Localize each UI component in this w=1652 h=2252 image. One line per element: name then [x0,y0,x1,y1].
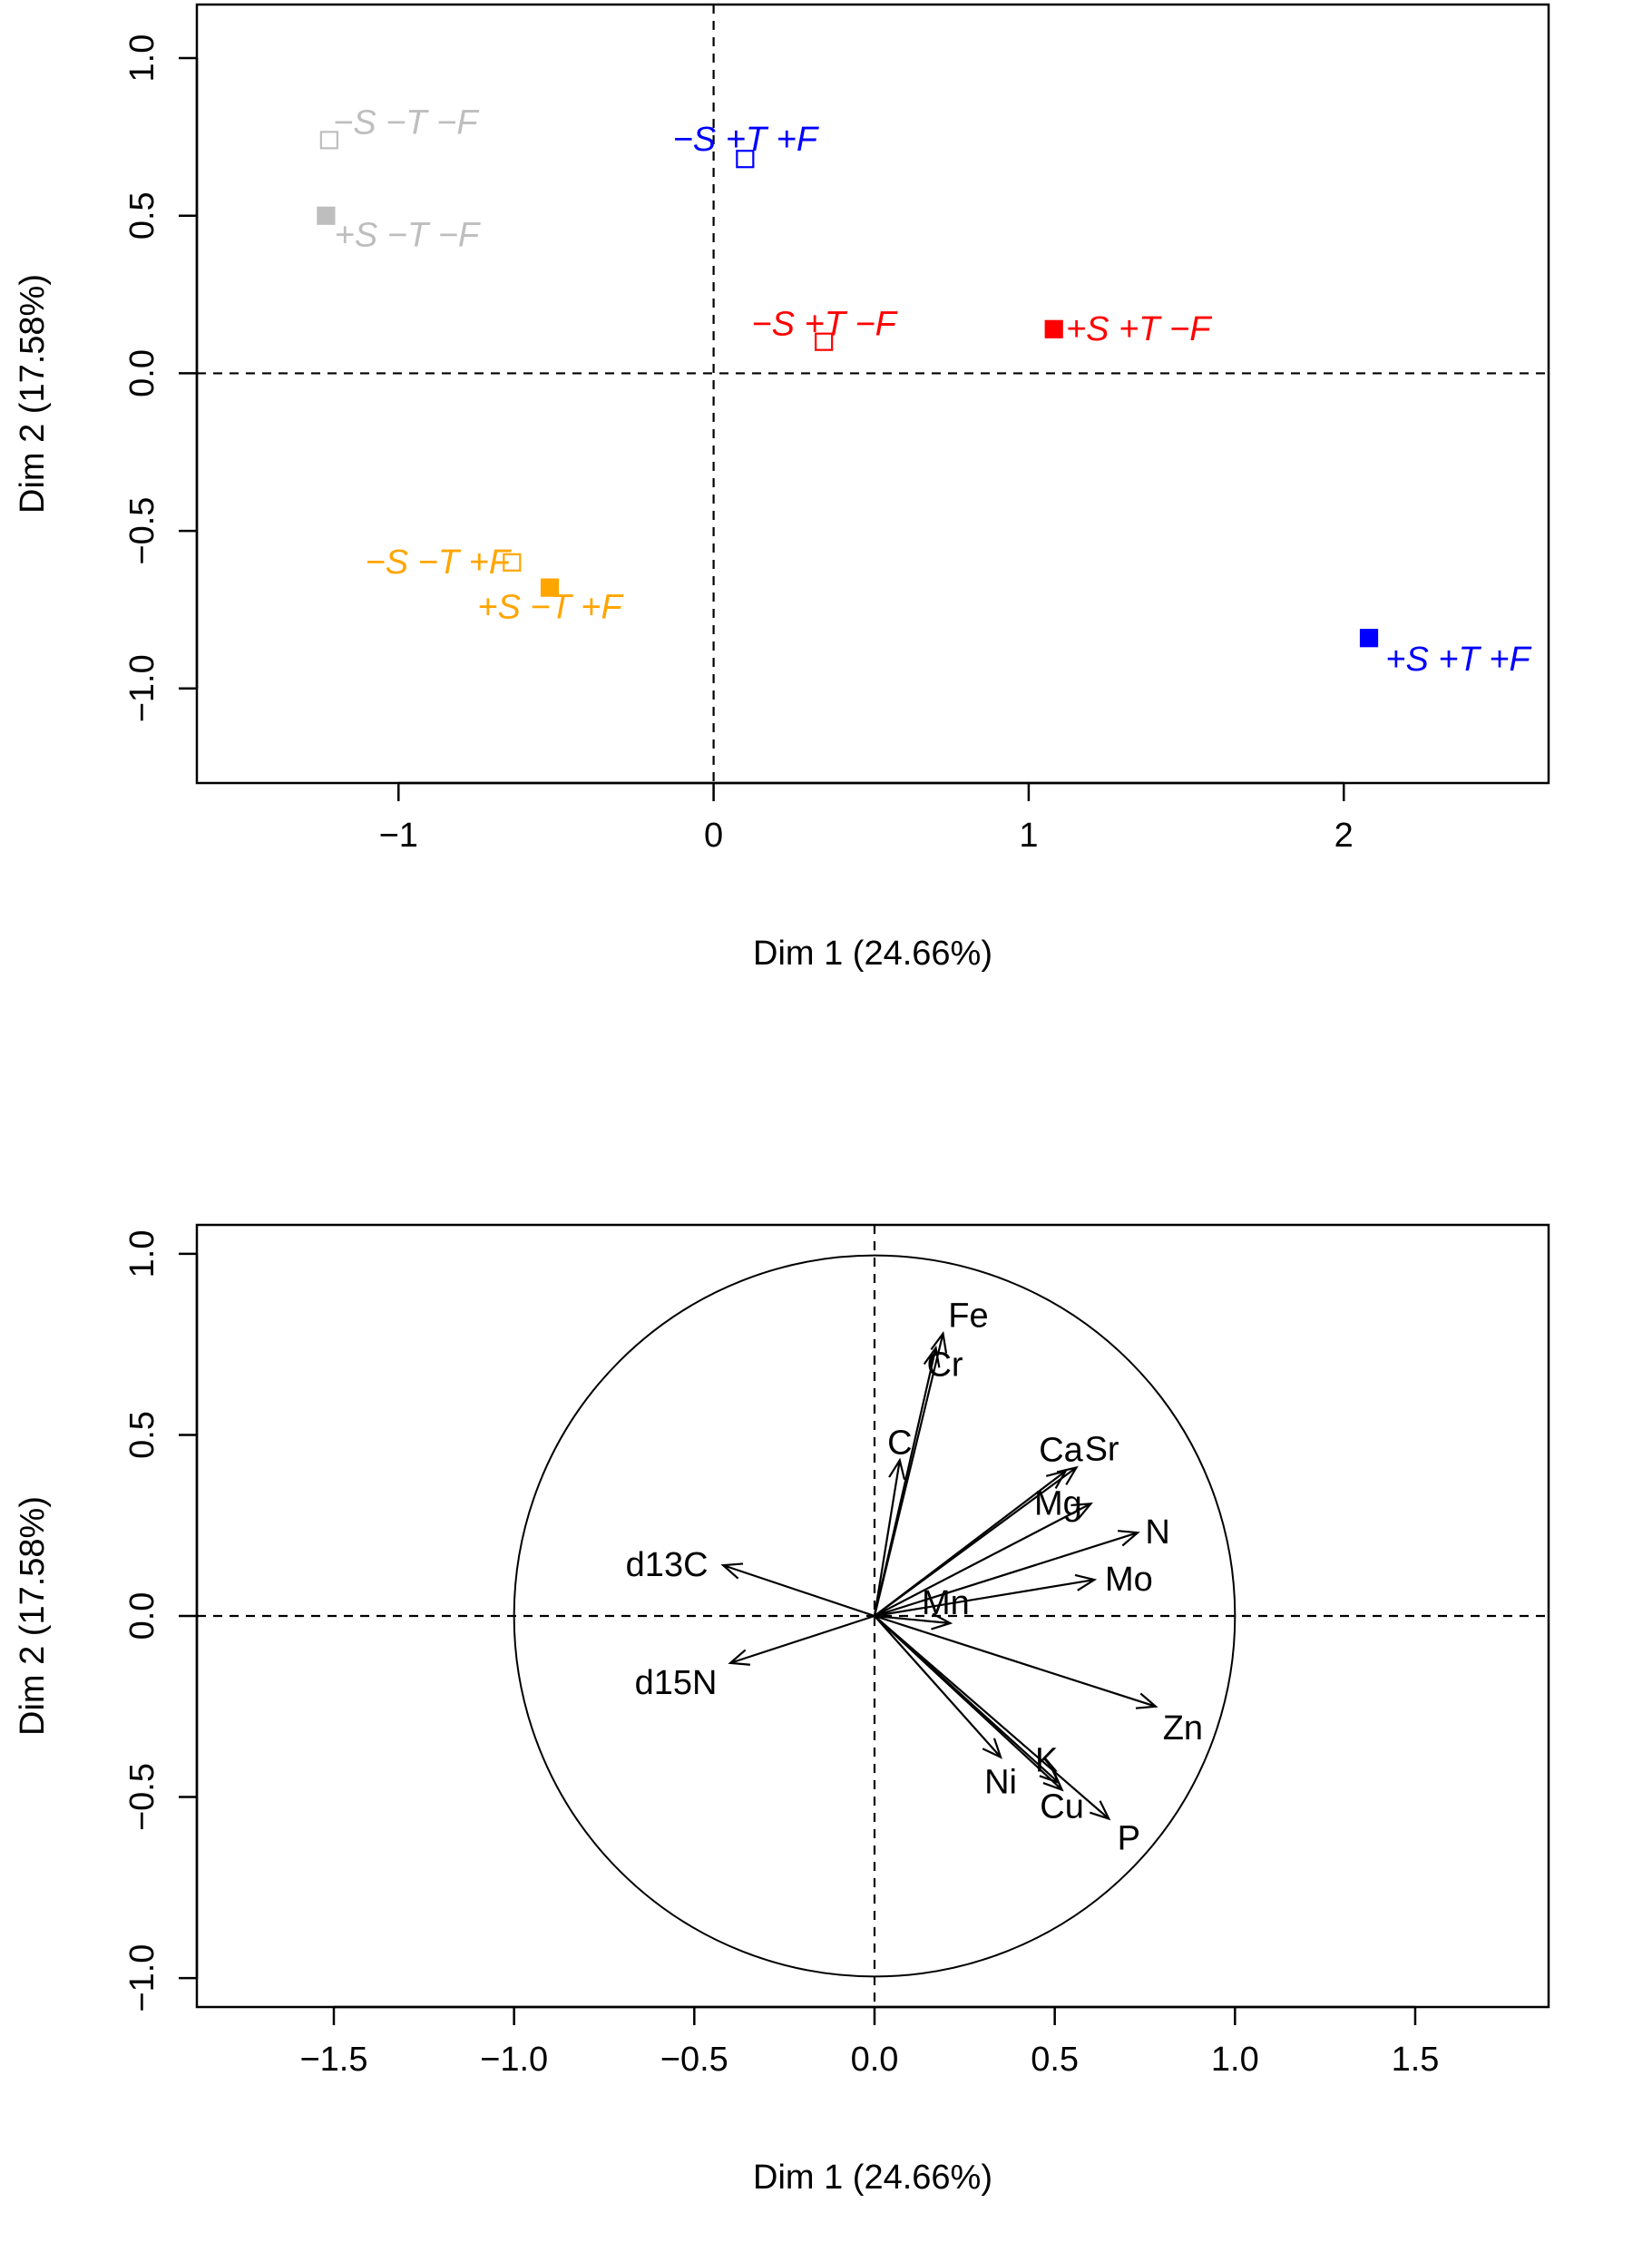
data-point [319,131,338,150]
individuals-plot: −1 0 1 2 −1.0 −0.5 0.0 0.5 1.0 Dim 1 (24.66%) Dim … [14,3,1550,973]
y-axis-label: Dim 2 (17.58%) [14,1496,52,1736]
arrow-head [1042,1771,1064,1792]
arrow-head [931,1612,953,1630]
data-point [503,553,522,572]
arrow-head [1070,1502,1093,1520]
variable-label: Sr [1085,1430,1119,1468]
x-tick-label: 0.5 [1031,2041,1079,2079]
y-tick-label: −0.5 [123,497,161,565]
variable-label: Mg [1034,1484,1082,1523]
y-tick-label: 0.0 [123,349,161,397]
y-tick-label: −1.0 [123,1944,161,2012]
x-tick-label: 0 [704,817,723,855]
y-tick-label: 0.5 [123,191,161,240]
variable-arrow [873,1460,901,1617]
variable-label: Cu [1040,1788,1084,1826]
variable-arrow [729,1614,875,1664]
arrow-head [1118,1530,1140,1547]
arrow-head [1074,1573,1098,1591]
variable-arrow [874,1614,1157,1708]
data-point [815,332,834,351]
variable-label: C [887,1424,912,1462]
arrow-head [1089,1800,1111,1821]
arrow-head [1045,1469,1068,1489]
x-tick-label: 0.0 [851,2041,899,2079]
y-tick-label: 1.0 [123,34,161,83]
x-tick-label: −0.5 [660,2041,728,2079]
variable-arrow [874,1503,1091,1617]
variables-plot: −1.5 −1.0 −0.5 0.0 0.5 1.0 1.5 −1.0 −0.5 0.0 0.5 1.… [14,1223,1550,2197]
variable-label: Ca [1039,1431,1083,1469]
arrow-head [1056,1465,1079,1485]
variable-arrow [874,1614,951,1625]
x-axis-label: Dim 1 (24.66%) [753,935,992,973]
x-axis-label: Dim 1 (24.66%) [753,2159,992,2197]
variable-label: Cr [926,1346,963,1385]
x-tick-label: −1.5 [299,2041,367,2079]
variable-label: d13C [626,1546,709,1584]
point-label: −S −T −F [333,103,479,142]
variable-arrow [874,1615,1109,1820]
x-tick-label: 1.5 [1392,2041,1440,2079]
point-label: +S −T +F [477,589,623,627]
x-tick-label: 1 [1019,817,1038,855]
point-label: −S +T +F [673,121,819,159]
variable-label: N [1145,1513,1169,1552]
point-label: −S +T −F [751,306,897,344]
variable-label: Mn [922,1584,970,1622]
variable-label: d15N [635,1664,718,1702]
x-tick-label: −1.0 [480,2041,548,2079]
variable-label: Ni [984,1764,1017,1802]
data-point [1044,319,1063,338]
x-tick-label: 1.0 [1211,2041,1259,2079]
variable-label: Zn [1163,1709,1203,1748]
y-tick-label: 0.5 [123,1411,161,1459]
variable-arrow [873,1347,937,1617]
point-label: +S −T −F [335,217,481,255]
data-point [1359,629,1379,648]
variable-arrow [874,1532,1139,1618]
variable-label: Mo [1105,1561,1153,1599]
y-axis-label: Dim 2 (17.58%) [14,274,52,514]
point-label: −S −T +F [366,543,512,582]
y-tick-label: −1.0 [123,654,161,722]
arrow-head [720,1562,744,1580]
variable-label: Fe [948,1297,988,1336]
data-point [736,150,755,169]
variable-arrow [722,1564,875,1618]
x-tick-label: 2 [1334,817,1354,855]
arrow-head [930,1330,948,1354]
y-tick-label: 0.0 [123,1592,161,1640]
variable-arrow [874,1579,1095,1618]
variable-arrow [874,1615,1002,1758]
y-tick-label: −0.5 [123,1763,161,1831]
y-tick-label: 1.0 [123,1230,161,1278]
correlation-circle [513,1254,1237,1978]
data-point [317,206,336,225]
arrow-head [728,1649,751,1666]
arrow-head [888,1457,906,1481]
arrow-head [1135,1692,1158,1709]
point-label: +S +T +F [1385,641,1531,679]
variable-label: P [1118,1819,1140,1857]
variable-arrow [874,1615,1063,1791]
x-tick-label: −1 [379,817,418,855]
arrow-head [923,1345,941,1368]
data-point [540,578,560,597]
arrow-head [982,1738,1002,1759]
point-label: +S +T −F [1066,310,1212,348]
variable-arrow [874,1470,1067,1617]
